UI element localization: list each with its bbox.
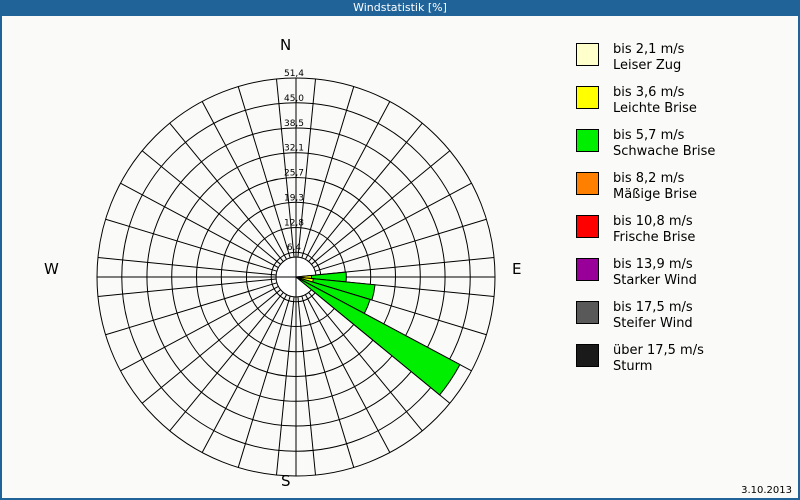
legend-speed-range: bis 3,6 m/s <box>613 85 685 100</box>
legend-color-swatch <box>576 172 599 195</box>
grid-spoke-20 <box>141 289 281 404</box>
legend-speed-range: bis 10,8 m/s <box>613 214 693 229</box>
legend-description: Steifer Wind <box>613 316 693 331</box>
legend-description: Sturm <box>613 359 653 374</box>
radial-tick-label-5: 38,5 <box>284 119 304 129</box>
legend-description: Leichte Brise <box>613 101 697 116</box>
radial-tick-label-1: 12,8 <box>284 218 304 228</box>
legend-label: bis 8,2 m/s Mäßige Brise <box>613 171 697 203</box>
radial-tick-label-2: 19,3 <box>284 193 304 203</box>
wind-rose-petals <box>295 271 461 396</box>
radial-tick-label-4: 32,1 <box>284 144 304 154</box>
grid-spoke-18 <box>201 294 288 453</box>
petal-3-segment-2 <box>295 276 461 396</box>
legend-entry: über 17,5 m/s Sturm <box>576 343 791 375</box>
grid-spoke-28 <box>169 122 284 262</box>
legend-entry: bis 10,8 m/s Frische Brise <box>576 214 791 246</box>
legend-color-swatch <box>576 86 599 109</box>
radial-tick-label-3: 25,7 <box>284 169 304 179</box>
legend-color-swatch <box>576 129 599 152</box>
legend-color-swatch <box>576 301 599 324</box>
compass-label-east: E <box>512 260 522 278</box>
grid-spoke-22 <box>105 282 278 336</box>
grid-spoke-15 <box>297 296 317 476</box>
grid-spoke-3 <box>308 122 423 262</box>
legend-label: bis 13,9 m/s Starker Wind <box>613 257 697 289</box>
grid-spoke-6 <box>314 218 487 272</box>
legend-label: bis 2,1 m/s Leiser Zug <box>613 42 684 74</box>
radial-axis-labels: 6,4 12,8 19,3 25,7 32,1 38,5 45,0 51,4 <box>284 69 304 253</box>
grid-spoke-21 <box>120 285 279 372</box>
radial-tick-label-0: 6,4 <box>287 243 302 253</box>
legend-speed-range: bis 13,9 m/s <box>613 257 693 272</box>
compass-label-south: S <box>281 472 291 490</box>
legend-speed-range: bis 17,5 m/s <box>613 300 693 315</box>
legend-speed-range: bis 2,1 m/s <box>613 42 685 57</box>
legend: bis 2,1 m/s Leiser Zug bis 3,6 m/s Leichte … <box>576 42 791 386</box>
wind-rose-svg: 6,4 12,8 19,3 25,7 32,1 38,5 45,0 51,4 <box>96 69 496 477</box>
legend-label: bis 17,5 m/s Steifer Wind <box>613 300 693 332</box>
grid-spoke-19 <box>169 292 284 432</box>
grid-spoke-4 <box>311 150 451 265</box>
compass-label-north: N <box>280 36 292 54</box>
grid-spoke-12 <box>308 292 423 432</box>
radial-tick-label-7: 51,4 <box>284 69 304 79</box>
window-client-area: 6,4 12,8 19,3 25,7 32,1 38,5 45,0 51,4 N S W E … <box>2 16 798 498</box>
grid-spoke-13 <box>304 294 391 453</box>
legend-entry: bis 3,6 m/s Leichte Brise <box>576 85 791 117</box>
grid-spoke-25 <box>105 218 278 272</box>
legend-speed-range: bis 8,2 m/s <box>613 171 685 186</box>
grid-spoke-24 <box>97 256 277 276</box>
compass-label-west: W <box>44 260 59 278</box>
legend-label: bis 5,7 m/s Schwache Brise <box>613 128 715 160</box>
wind-rose-plot: 6,4 12,8 19,3 25,7 32,1 38,5 45,0 51,4 N S W E <box>2 16 562 498</box>
legend-entry: bis 5,7 m/s Schwache Brise <box>576 128 791 160</box>
legend-label: bis 10,8 m/s Frische Brise <box>613 214 695 246</box>
legend-label: über 17,5 m/s Sturm <box>613 343 704 375</box>
legend-entry: bis 2,1 m/s Leiser Zug <box>576 42 791 74</box>
legend-color-swatch <box>576 344 599 367</box>
grid-spoke-0 <box>297 78 317 258</box>
legend-entry: bis 13,9 m/s Starker Wind <box>576 257 791 289</box>
legend-description: Mäßige Brise <box>613 187 698 202</box>
grid-spoke-1 <box>301 86 355 259</box>
legend-description: Schwache Brise <box>613 144 716 159</box>
window-title: Windstatistik [%] <box>353 1 447 14</box>
legend-description: Leiser Zug <box>613 58 682 73</box>
grid-spoke-16 <box>275 296 295 476</box>
grid-spoke-30 <box>237 86 291 259</box>
legend-description: Starker Wind <box>613 273 697 288</box>
legend-label: bis 3,6 m/s Leichte Brise <box>613 85 697 117</box>
legend-entry: bis 17,5 m/s Steifer Wind <box>576 300 791 332</box>
radial-tick-label-6: 45,0 <box>284 94 304 104</box>
window-titlebar: Windstatistik [%] <box>0 0 800 16</box>
grid-spoke-23 <box>97 278 277 298</box>
grid-spoke-2 <box>304 101 391 260</box>
date-stamp: 3.10.2013 <box>741 485 792 496</box>
legend-description: Frische Brise <box>613 230 696 245</box>
grid-spoke-29 <box>201 101 288 260</box>
grid-spoke-5 <box>313 182 472 269</box>
legend-speed-range: über 17,5 m/s <box>613 343 704 358</box>
legend-speed-range: bis 5,7 m/s <box>613 128 685 143</box>
grid-spoke-27 <box>141 150 281 265</box>
legend-color-swatch <box>576 215 599 238</box>
legend-color-swatch <box>576 258 599 281</box>
grid-spoke-17 <box>237 295 291 468</box>
grid-spoke-31 <box>275 78 295 258</box>
legend-entry: bis 8,2 m/s Mäßige Brise <box>576 171 791 203</box>
grid-spoke-26 <box>120 182 279 269</box>
legend-color-swatch <box>576 43 599 66</box>
grid-spoke-14 <box>301 295 355 468</box>
